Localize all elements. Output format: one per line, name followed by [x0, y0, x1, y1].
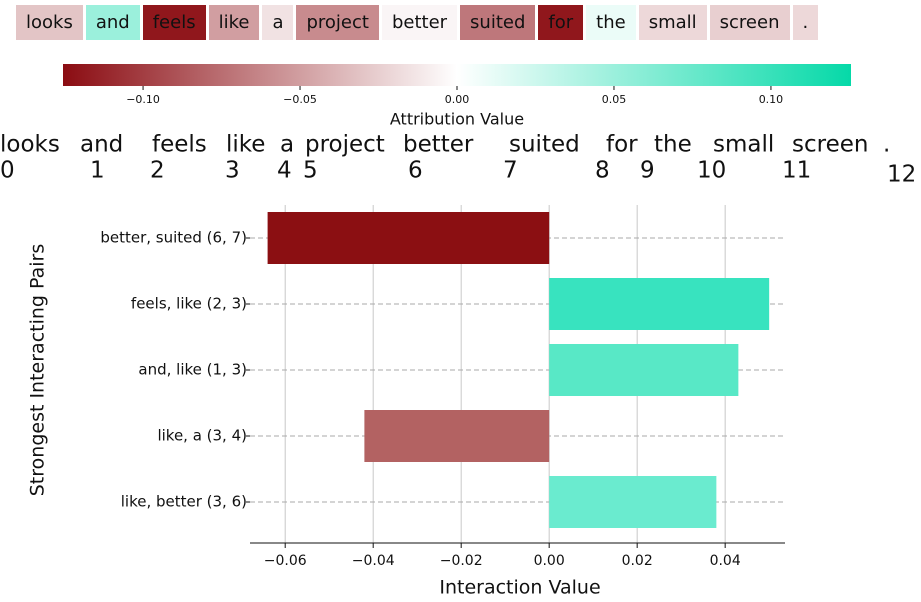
sentence-word: the — [654, 132, 692, 158]
token-index: 4 — [277, 158, 292, 184]
token: like — [208, 5, 260, 40]
token: project — [296, 5, 379, 40]
x-tick-label: 0.02 — [622, 553, 653, 569]
token-index: 5 — [303, 158, 318, 184]
sentence-word: feels — [152, 132, 207, 158]
y-axis-label: Strongest Interacting Pairs — [27, 244, 49, 497]
sentence-word: project — [305, 132, 385, 158]
x-tick-label: 0.04 — [710, 553, 741, 569]
bar — [549, 476, 717, 528]
token-index: 11 — [782, 158, 811, 184]
token: . — [792, 5, 819, 40]
token-index: 6 — [408, 158, 423, 184]
token: for — [538, 5, 584, 40]
bar — [549, 344, 739, 396]
sentence-word: a — [280, 132, 294, 158]
bar — [549, 278, 770, 330]
token: the — [586, 5, 636, 40]
token: small — [638, 5, 707, 40]
token-index: 8 — [595, 158, 610, 184]
x-tick-label: −0.06 — [264, 553, 307, 569]
bar — [267, 212, 550, 264]
y-tick-label: like, better (3, 6) — [121, 493, 247, 511]
y-tick-label: better, suited (6, 7) — [100, 229, 247, 247]
sentence-word: better — [403, 132, 474, 158]
token-index: 12 — [887, 162, 916, 188]
token: suited — [460, 5, 536, 40]
token-index: 0 — [0, 158, 15, 184]
token-index: 3 — [225, 158, 240, 184]
colorbar-tick-label: −0.10 — [126, 93, 160, 106]
token: better — [381, 5, 458, 40]
sentence-word: screen — [792, 132, 868, 158]
token: screen — [709, 5, 790, 40]
x-axis-label: Interaction Value — [439, 577, 600, 599]
y-tick-label: feels, like (2, 3) — [131, 295, 247, 313]
token-index: 10 — [697, 158, 726, 184]
y-tick-label: and, like (1, 3) — [138, 361, 247, 379]
token-index: 7 — [503, 158, 518, 184]
sentence-word: small — [713, 132, 774, 158]
sentence-word: . — [883, 132, 890, 158]
sentence-word: for — [606, 132, 638, 158]
sentence-word: suited — [509, 132, 580, 158]
token: feels — [142, 5, 206, 40]
sentence-word: looks — [0, 132, 60, 158]
token: looks — [16, 5, 83, 40]
colorbar — [63, 64, 851, 86]
token-index: 2 — [150, 158, 165, 184]
x-tick-label: −0.02 — [440, 553, 483, 569]
token: and — [85, 5, 140, 40]
token-index: 1 — [90, 158, 105, 184]
x-tick-label: −0.04 — [352, 553, 395, 569]
sentence-word: and — [80, 132, 123, 158]
token-strip: looks and feels like a project better suited for… — [16, 5, 819, 40]
sentence-word: like — [226, 132, 265, 158]
colorbar-tick-label: 0.10 — [759, 93, 784, 106]
x-tick-label: 0.00 — [534, 553, 565, 569]
colorbar-tick-label: 0.05 — [602, 93, 627, 106]
token: a — [262, 5, 294, 40]
colorbar-tick-label: −0.05 — [283, 93, 317, 106]
bar — [364, 410, 550, 462]
colorbar-label: Attribution Value — [390, 110, 524, 129]
y-tick-label: like, a (3, 4) — [157, 427, 247, 445]
token-index: 9 — [640, 158, 655, 184]
colorbar-tick-label: 0.00 — [445, 93, 470, 106]
